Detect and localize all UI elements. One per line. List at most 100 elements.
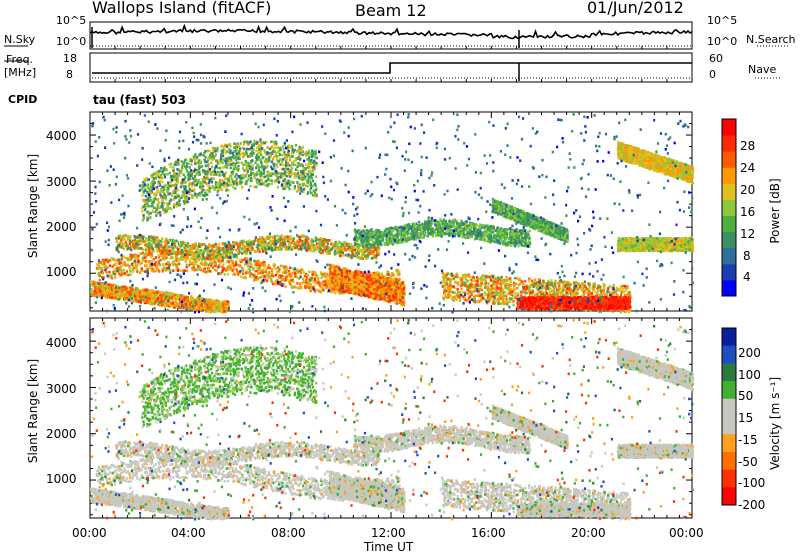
power-cell	[185, 247, 188, 251]
power-cell	[214, 244, 218, 247]
power-cell	[212, 258, 215, 262]
power-cell	[278, 270, 281, 273]
power-cell	[322, 283, 325, 287]
power-cell	[116, 261, 120, 264]
power-cell	[117, 266, 120, 270]
power-cell	[110, 276, 113, 280]
power-cell	[171, 256, 174, 260]
power-cell	[263, 274, 266, 278]
power-cell	[258, 240, 261, 243]
power-cell	[237, 264, 240, 267]
power-cell	[339, 248, 342, 251]
power-cell	[144, 259, 148, 263]
power-cell	[266, 161, 269, 164]
power-cell	[342, 246, 345, 249]
power-cell	[120, 265, 123, 268]
power-cell	[204, 156, 207, 159]
power-cell	[258, 272, 261, 275]
power-cell	[108, 293, 111, 296]
power-cell	[94, 286, 97, 290]
power-cell	[212, 304, 215, 307]
power-cell	[107, 266, 110, 269]
power-cell	[138, 290, 141, 294]
power-cell	[253, 273, 256, 277]
power-cell	[195, 246, 198, 250]
power-cell	[301, 243, 304, 246]
power-cell	[133, 247, 136, 250]
power-cell	[212, 245, 216, 248]
power-cell	[192, 244, 195, 248]
power-cell	[285, 265, 288, 268]
power-cell	[214, 264, 217, 268]
power-cell	[240, 186, 244, 189]
power-cell	[219, 154, 223, 158]
power-cell	[141, 256, 144, 260]
power-cell	[218, 171, 221, 174]
power-cell	[273, 266, 276, 270]
nsearch-tick-low: 10^0	[707, 35, 737, 48]
power-cell	[192, 299, 195, 303]
power-cell	[254, 278, 257, 282]
power-cell	[132, 241, 135, 244]
power-cell	[217, 308, 220, 312]
power-cell	[203, 180, 206, 184]
power-cell	[175, 264, 178, 268]
power-cell	[156, 206, 159, 210]
power-cell	[264, 238, 267, 241]
power-cell	[249, 153, 252, 156]
power-cell	[210, 303, 213, 306]
power-cell	[160, 240, 163, 243]
power-cell	[123, 247, 126, 251]
power-cell	[307, 149, 311, 153]
power-cell	[120, 273, 123, 277]
power-cell	[214, 268, 217, 272]
power-cell	[260, 268, 263, 272]
power-cell	[298, 283, 301, 286]
power-cell	[249, 249, 252, 252]
power-cell	[253, 240, 256, 243]
power-cell	[292, 237, 295, 241]
power-cell	[146, 291, 149, 294]
power-cell	[151, 299, 154, 302]
power-cell	[244, 262, 247, 266]
power-cell	[209, 299, 212, 302]
power-cell	[334, 240, 337, 244]
power-cell	[134, 291, 137, 294]
power-cell	[374, 273, 377, 277]
power-cell	[136, 235, 140, 239]
power-cell	[177, 163, 180, 166]
power-cell	[210, 246, 213, 249]
power-cell	[169, 303, 172, 306]
power-cell	[176, 240, 180, 244]
power-cell	[310, 243, 314, 246]
power-cell	[301, 184, 304, 187]
power-cell	[208, 181, 211, 185]
nsearch-tick-high: 10^5	[707, 14, 737, 27]
xtick-3: 12:00	[371, 526, 406, 540]
power-cell	[270, 179, 273, 183]
power-cell	[282, 271, 285, 274]
power-cell	[307, 248, 310, 252]
power-cell	[90, 293, 93, 297]
power-cell	[229, 259, 232, 262]
power-cell	[292, 267, 295, 271]
power-cell	[163, 301, 166, 305]
power-cell	[171, 184, 175, 187]
power-cell	[360, 254, 363, 258]
power-cell	[235, 152, 238, 156]
power-cell	[110, 289, 113, 292]
power-cell	[158, 297, 161, 301]
power-cell	[248, 261, 251, 264]
power-cell	[215, 303, 218, 306]
power-cell	[253, 185, 256, 189]
power-cell	[234, 254, 237, 257]
power-cell	[110, 257, 113, 260]
power-cell	[201, 307, 204, 311]
power-cell	[153, 299, 156, 303]
power-cell	[254, 250, 257, 253]
power-cell	[226, 273, 230, 276]
power-cell	[324, 280, 327, 283]
power-cell	[112, 287, 116, 290]
power-cell	[205, 309, 208, 313]
power-cell	[180, 160, 183, 163]
